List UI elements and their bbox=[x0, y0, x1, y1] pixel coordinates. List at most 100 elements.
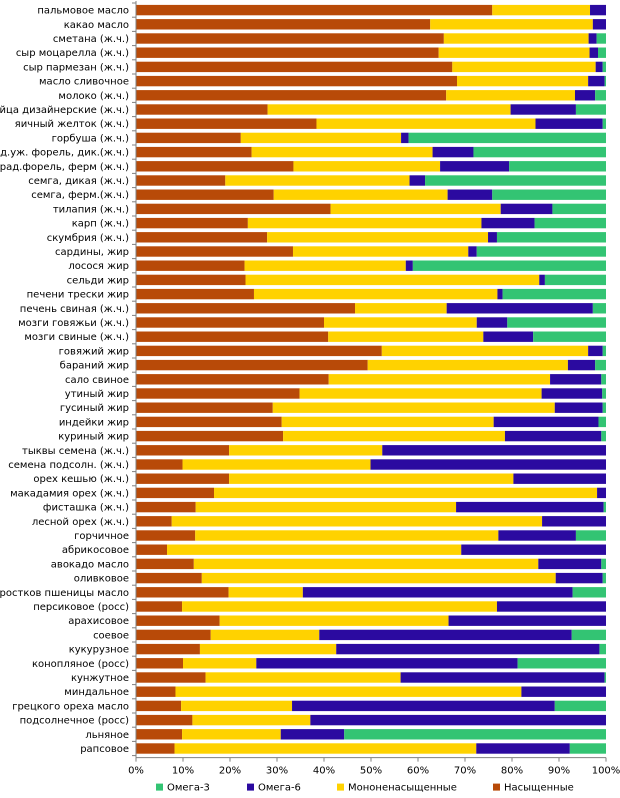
bar-segment-27-1 bbox=[299, 388, 542, 399]
bars-layer bbox=[136, 4, 606, 754]
bar-segment-31-2 bbox=[382, 445, 606, 456]
bar-segment-26-2 bbox=[550, 374, 602, 385]
x-tick-label: 80% bbox=[501, 766, 523, 777]
bar-segment-36-1 bbox=[171, 516, 543, 527]
bar-segment-15-3 bbox=[534, 217, 606, 229]
category-label: сметана (ж.ч.) bbox=[53, 34, 129, 45]
bar-segment-44-3 bbox=[571, 629, 606, 641]
bar-segment-12-2 bbox=[409, 175, 426, 186]
bar-segment-18-1 bbox=[244, 260, 406, 271]
category-label: сыр моцарелла (ж.ч.) bbox=[16, 48, 129, 59]
bar-segment-5-2 bbox=[588, 75, 605, 87]
x-tick-label: 30% bbox=[266, 766, 288, 777]
bar-segment-43-1 bbox=[219, 615, 449, 626]
bar-segment-51-1 bbox=[182, 729, 281, 740]
bar-segment-34-2 bbox=[597, 487, 606, 499]
bar-segment-29-2 bbox=[493, 416, 599, 428]
legend: Омега-3 Омега-6 Мононенасыщенные Насыщенные bbox=[156, 783, 574, 794]
bar-segment-14-0 bbox=[136, 203, 331, 215]
category-label: миндальное bbox=[64, 687, 129, 698]
legend-label: Мононенасыщенные bbox=[348, 783, 457, 794]
bar-segment-26-1 bbox=[328, 374, 551, 385]
bar-segment-38-2 bbox=[461, 544, 606, 555]
bar-segment-7-0 bbox=[136, 104, 268, 115]
category-label: семга, дикая (ж.ч.) bbox=[28, 176, 129, 187]
bar-segment-41-0 bbox=[136, 587, 229, 598]
category-label: рад.уж. форель, дик.(ж.ч.) bbox=[0, 148, 129, 159]
bar-segment-51-3 bbox=[344, 729, 606, 740]
bar-segment-1-1 bbox=[430, 19, 593, 30]
bar-segment-10-0 bbox=[136, 146, 252, 158]
category-label: горбуша (ж.ч.) bbox=[52, 133, 129, 144]
bar-segment-15-0 bbox=[136, 217, 248, 229]
bar-segment-40-3 bbox=[602, 572, 606, 584]
category-label: гусиный жир bbox=[60, 403, 129, 414]
bar-segment-48-2 bbox=[521, 686, 606, 697]
x-tick-label: 60% bbox=[407, 766, 429, 777]
bar-segment-39-2 bbox=[538, 558, 602, 570]
bar-segment-13-3 bbox=[492, 189, 606, 200]
category-label: скумбрия (ж.ч.) bbox=[47, 233, 129, 244]
category-label: пальмовое масло bbox=[37, 6, 129, 17]
bar-segment-12-0 bbox=[136, 175, 226, 186]
bar-segment-9-3 bbox=[408, 132, 606, 144]
bar-segment-22-3 bbox=[507, 317, 606, 328]
bar-segment-0-1 bbox=[492, 4, 591, 16]
bar-segment-19-1 bbox=[245, 274, 540, 286]
bar-segment-48-1 bbox=[175, 686, 522, 697]
bar-segment-19-3 bbox=[544, 274, 606, 286]
bar-segment-0-2 bbox=[590, 4, 606, 16]
bar-segment-42-0 bbox=[136, 601, 183, 612]
bar-segment-47-3 bbox=[604, 672, 606, 683]
bar-segment-23-0 bbox=[136, 331, 329, 342]
bar-segment-40-2 bbox=[555, 572, 603, 584]
bar-segment-22-0 bbox=[136, 317, 324, 328]
bar-segment-3-2 bbox=[589, 47, 599, 58]
bar-segment-34-0 bbox=[136, 487, 215, 499]
x-tick-label: 40% bbox=[313, 766, 335, 777]
bar-segment-28-1 bbox=[272, 402, 555, 413]
bar-segment-20-3 bbox=[502, 288, 606, 300]
bar-segment-22-1 bbox=[324, 317, 477, 328]
bar-segment-3-1 bbox=[438, 47, 590, 58]
bar-segment-6-3 bbox=[595, 90, 606, 101]
category-label: какао масло bbox=[64, 20, 129, 31]
bar-segment-32-0 bbox=[136, 459, 183, 470]
bar-segment-16-1 bbox=[267, 232, 489, 243]
bar-segment-1-0 bbox=[136, 19, 431, 30]
bar-segment-12-3 bbox=[425, 175, 606, 186]
bar-segment-37-0 bbox=[136, 530, 196, 541]
bar-segment-15-1 bbox=[247, 217, 482, 229]
x-tick-label: 20% bbox=[219, 766, 241, 777]
category-label: ростков пшеницы масло bbox=[0, 588, 129, 599]
bar-segment-4-2 bbox=[595, 61, 603, 73]
bar-segment-42-1 bbox=[182, 601, 497, 612]
bar-segment-45-3 bbox=[599, 643, 606, 655]
bar-segment-27-0 bbox=[136, 388, 300, 399]
bar-segment-21-1 bbox=[355, 303, 447, 314]
bar-segment-46-3 bbox=[517, 658, 606, 669]
category-label: кукурузное bbox=[69, 645, 129, 656]
bar-segment-49-1 bbox=[181, 700, 293, 712]
bar-segment-35-1 bbox=[195, 501, 457, 513]
bar-segment-41-1 bbox=[228, 587, 303, 598]
category-label: печени трески жир bbox=[27, 290, 129, 301]
bar-segment-3-0 bbox=[136, 47, 439, 58]
bar-segment-46-2 bbox=[256, 658, 518, 669]
bar-segment-52-1 bbox=[174, 743, 477, 754]
bar-segment-25-0 bbox=[136, 359, 368, 371]
bar-segment-25-2 bbox=[567, 359, 596, 371]
bar-segment-17-3 bbox=[476, 246, 606, 257]
bar-segment-2-1 bbox=[443, 33, 589, 44]
x-tick-label: 50% bbox=[360, 766, 382, 777]
bar-segment-24-1 bbox=[381, 345, 589, 357]
bar-segment-0-0 bbox=[136, 4, 493, 16]
category-label: мозги говяжьи (ж.ч.) bbox=[18, 318, 129, 329]
bar-segment-45-0 bbox=[136, 643, 200, 655]
bar-segment-6-0 bbox=[136, 90, 447, 101]
bar-segment-34-1 bbox=[214, 487, 598, 499]
bar-segment-11-3 bbox=[509, 161, 606, 172]
bar-segment-5-1 bbox=[457, 75, 589, 87]
bar-segment-8-0 bbox=[136, 118, 317, 129]
bar-segment-49-0 bbox=[136, 700, 182, 712]
